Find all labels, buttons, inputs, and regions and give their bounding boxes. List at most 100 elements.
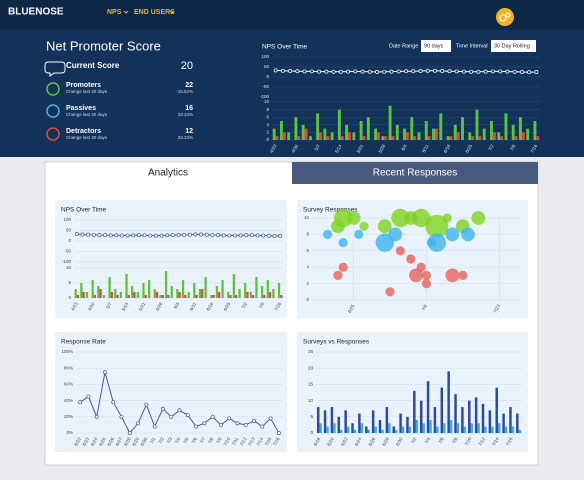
summary-title: Net Promoter Score (46, 38, 161, 53)
line-marker (425, 68, 430, 73)
bar (210, 295, 213, 298)
line-marker (360, 69, 365, 74)
bar (504, 113, 508, 140)
bar (91, 280, 94, 298)
line-marker (317, 69, 322, 74)
bar (255, 277, 258, 298)
bar (482, 128, 486, 140)
y-tick-label: 0 (306, 297, 309, 302)
bubble (333, 270, 343, 280)
nav-bar (0, 0, 584, 30)
tab-label[interactable]: Analytics (148, 168, 188, 179)
chart-title: Survey Responses (303, 207, 358, 214)
bar (333, 423, 336, 433)
bubble (416, 262, 426, 272)
x-tick-label: 7/15 (264, 436, 273, 447)
line-marker (177, 408, 182, 413)
x-tick-label: 5/14 (121, 301, 130, 312)
bar (133, 292, 136, 298)
date-range-select[interactable] (421, 40, 451, 52)
bar (453, 124, 457, 140)
bar (406, 416, 409, 433)
bar (346, 426, 350, 433)
nav-menu[interactable]: END USERS (134, 9, 175, 16)
x-tick-label: 7/1 (149, 436, 157, 444)
x-tick-label: 7/6 (190, 436, 198, 444)
y-tick-label: 4 (306, 264, 309, 269)
x-tick-label: 5/21 (138, 301, 147, 312)
bar (204, 277, 207, 298)
tab-label[interactable]: Recent Responses (373, 168, 458, 179)
bar (439, 113, 443, 140)
y-tick-label: 80% (64, 365, 73, 370)
line-marker (382, 69, 387, 74)
line-marker (249, 233, 254, 238)
bar (337, 109, 341, 140)
bar (384, 136, 388, 140)
line-marker (169, 414, 174, 419)
line-marker (185, 413, 190, 418)
bar (477, 423, 480, 433)
bar (514, 136, 518, 140)
y-tick-label: 2 (266, 130, 269, 135)
bar (80, 283, 83, 298)
bar (272, 289, 275, 298)
bar (461, 407, 464, 433)
line-marker (534, 70, 539, 74)
bar (212, 295, 215, 298)
bar (147, 280, 151, 298)
line-marker (182, 232, 187, 237)
bar (110, 292, 113, 298)
x-tick-label: 6/18 (313, 436, 322, 447)
bar (377, 132, 380, 140)
y-tick-label: 0 (68, 238, 71, 243)
x-tick-label: 4/30 (291, 143, 300, 154)
bar (294, 117, 298, 140)
bar (436, 426, 439, 433)
bar (184, 295, 187, 298)
bar (526, 128, 530, 140)
bubble (445, 268, 460, 283)
x-tick-label: 6/28 (123, 436, 132, 447)
bar (319, 423, 322, 433)
nav-menu[interactable]: NPS (107, 9, 122, 16)
line-marker (476, 69, 481, 74)
bar (374, 128, 378, 140)
y-tick-label: 100 (63, 217, 71, 222)
bar (371, 410, 375, 433)
line-marker (440, 69, 445, 73)
bar (497, 423, 501, 433)
bar (304, 128, 308, 140)
bar (116, 295, 119, 298)
group-sub: Change last 30 days (66, 89, 108, 94)
bar (108, 277, 111, 298)
bar (316, 113, 320, 140)
bar (378, 420, 382, 433)
bar (229, 295, 232, 298)
chart-title: Surveys vs Responses (303, 339, 370, 346)
bar (193, 283, 196, 298)
bar (365, 426, 368, 433)
line-marker (218, 422, 223, 427)
interval-value: 30 Day Rolling (494, 43, 530, 49)
bar (161, 295, 164, 298)
x-tick-label: 7/7 (199, 436, 207, 444)
bar (491, 426, 494, 433)
bar (330, 407, 334, 433)
line-marker (159, 233, 164, 238)
tab[interactable] (292, 162, 538, 184)
interval-select[interactable] (491, 40, 536, 52)
bar (533, 121, 537, 140)
x-tick-label: 7/8 (207, 436, 215, 444)
bar (323, 128, 327, 140)
bubble (354, 229, 364, 239)
x-tick-label: 6/27 (115, 436, 124, 447)
bar (456, 132, 460, 140)
bar (119, 292, 123, 298)
bar (82, 292, 85, 298)
line-marker (235, 421, 240, 426)
line-marker (137, 233, 141, 238)
user-avatar[interactable] (496, 8, 514, 26)
line-marker (202, 421, 207, 426)
bar (127, 295, 130, 298)
